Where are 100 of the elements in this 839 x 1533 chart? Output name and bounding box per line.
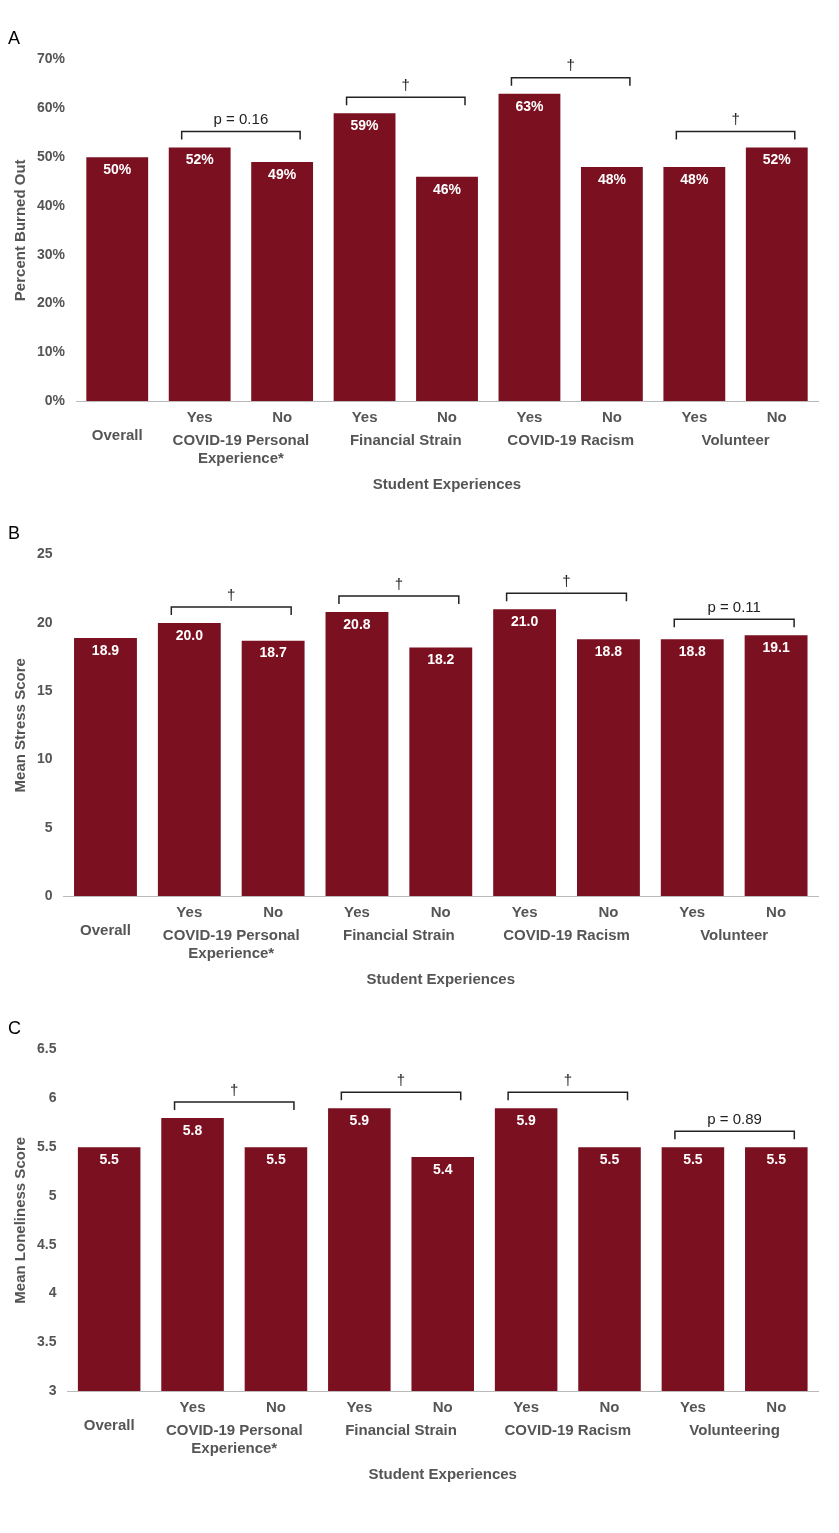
data-label: 5.5 [266, 1151, 286, 1167]
bar [493, 609, 557, 896]
data-label: 5.5 [683, 1151, 703, 1167]
data-label: 19.1 [762, 639, 790, 656]
data-label: 48% [680, 170, 709, 187]
bar [498, 93, 561, 401]
chart-title: C [8, 1017, 21, 1038]
y-tick-label: 30% [36, 245, 66, 262]
text: Financial Strain [343, 925, 455, 943]
x-tick-label: Yes [679, 1398, 706, 1416]
bar [745, 147, 808, 401]
bar [333, 113, 396, 401]
x-axis-title: Student Experiences [368, 1464, 517, 1482]
text: Financial Strain [349, 430, 462, 448]
annotation: p = 0.89 [707, 1109, 762, 1127]
annotation: † [227, 585, 236, 603]
data-label: 48% [597, 170, 627, 187]
data-label: 21.0 [510, 613, 539, 630]
bar [580, 166, 643, 401]
x-tick-label: Yes [679, 903, 706, 921]
data-label: 18.8 [678, 643, 707, 660]
x-tick-label: Overall [83, 1416, 135, 1434]
data-label: 5.8 [182, 1121, 203, 1138]
x-tick-label: No [272, 408, 293, 426]
y-tick-label: 0 [44, 886, 53, 903]
y-tick-label: 50% [36, 148, 66, 164]
y-tick-label: 6.5 [36, 1040, 57, 1057]
text: Volunteer [701, 430, 770, 448]
x-tick-label: No [430, 903, 451, 921]
data-label: 49% [268, 165, 297, 182]
bar [251, 162, 314, 401]
chart-title: B [8, 522, 21, 543]
y-tick-label: 20 [36, 613, 53, 630]
x-tick-label: Yes [346, 1398, 373, 1416]
annotation: p = 0.11 [707, 597, 761, 615]
x-tick-label: Overall [91, 426, 143, 444]
bar [663, 166, 726, 401]
bar [577, 639, 640, 896]
bar [325, 611, 389, 896]
text: COVID-19 Racism [504, 1420, 632, 1438]
bar [660, 639, 724, 896]
y-tick-label: 15 [36, 682, 53, 699]
annotation: † [566, 56, 575, 74]
y-tick-label: 60% [36, 99, 66, 116]
data-label: 20.8 [343, 615, 371, 632]
data-label: 52% [762, 151, 792, 168]
bar [86, 157, 149, 401]
annotation: † [731, 110, 740, 128]
x-tick-label: No [601, 408, 622, 426]
bar [74, 637, 137, 896]
bar [744, 635, 808, 896]
annotation: † [562, 571, 571, 589]
x-tick-label: Yes [179, 1398, 206, 1416]
x-tick-label: No [598, 903, 619, 921]
x-tick-label: No [265, 1398, 286, 1416]
data-label: 20.0 [175, 626, 204, 643]
data-label: 5.5 [766, 1151, 787, 1167]
bar [416, 176, 478, 401]
x-tick-label: Yes [344, 903, 370, 921]
y-tick-label: 70% [36, 50, 66, 67]
annotation: p = 0.16 [213, 110, 269, 128]
x-tick-label: Yes [681, 408, 708, 426]
x-axis-title: Student Experiences [372, 474, 522, 492]
x-axis-title: Student Experiences [366, 969, 515, 987]
y-tick-label: 3 [48, 1381, 57, 1398]
data-label: 52% [185, 151, 215, 168]
data-label: 46% [432, 180, 462, 197]
annotation: † [394, 574, 404, 592]
y-tick-label: 6 [48, 1089, 57, 1106]
data-label: 18.9 [91, 641, 120, 658]
data-label: 18.2 [427, 651, 455, 668]
y-tick-label: 25 [36, 545, 53, 562]
data-label: 50% [103, 161, 132, 177]
text: COVID-19 Personal Experience* [165, 1420, 303, 1456]
x-tick-label: Yes [516, 408, 543, 426]
data-label: 5.5 [99, 1151, 120, 1167]
data-label: 5.9 [516, 1111, 537, 1128]
y-tick-label: 20% [36, 294, 66, 311]
data-label: 5.5 [599, 1151, 620, 1167]
data-label: 63% [515, 97, 545, 114]
y-tick-label: 0% [44, 391, 66, 408]
data-label: 5.9 [349, 1111, 370, 1128]
x-tick-label: No [766, 1398, 787, 1416]
x-tick-label: Yes [351, 408, 378, 426]
y-axis-title: Mean Stress Score [11, 658, 29, 793]
data-label: 18.7 [259, 644, 287, 661]
bar [168, 147, 231, 401]
text: COVID-19 Personal Experience* [162, 925, 300, 961]
annotation: † [396, 1070, 406, 1088]
y-tick-label: 5.5 [36, 1138, 57, 1154]
x-tick-label: Yes [511, 903, 538, 921]
text: Financial Strain [345, 1420, 457, 1438]
data-label: 5.4 [433, 1160, 453, 1177]
bar [241, 640, 305, 896]
y-tick-label: 4.5 [36, 1235, 57, 1252]
y-tick-label: 10% [36, 343, 66, 360]
text: Volunteering [689, 1420, 780, 1438]
x-tick-label: Yes [176, 903, 203, 921]
x-tick-label: Overall [80, 921, 131, 939]
y-axis-title: Percent Burned Out [11, 159, 29, 302]
